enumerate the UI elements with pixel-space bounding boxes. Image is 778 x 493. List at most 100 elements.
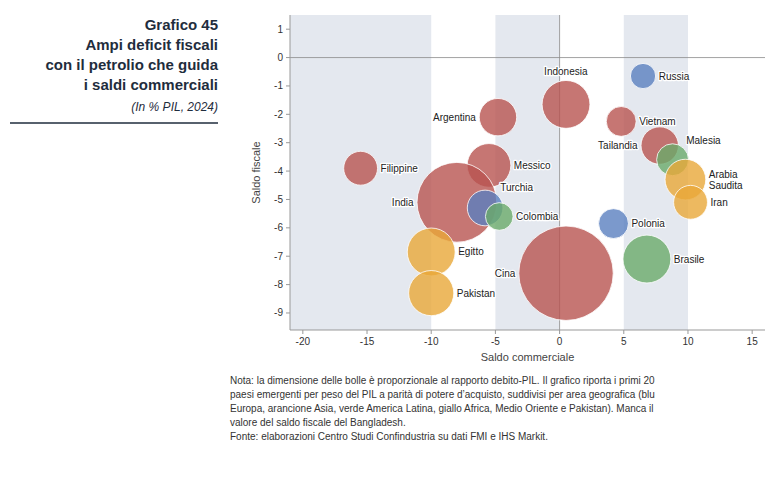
zero-line (290, 57, 765, 58)
point-label: Vietnam (639, 116, 676, 127)
point-label-line: Indonesia (544, 66, 588, 77)
point-label: Indonesia (544, 66, 588, 77)
y-axis-line (290, 15, 291, 330)
x-tick (687, 330, 688, 334)
title-line: Ampi deficit fiscali (85, 36, 218, 53)
x-axis-label: Saldo commerciale (481, 351, 575, 363)
point-label-line: Pakistan (457, 288, 495, 299)
axes: -20-15-10-5051015-9-8-7-6-5-4-3-2-101Sal… (250, 15, 765, 363)
point-label-line: Argentina (433, 112, 476, 123)
note: Fonte: elaborazioni Centro Studi Confind… (230, 431, 548, 442)
bubble (606, 106, 636, 136)
x-tick (559, 330, 560, 334)
point-label-line: Cina (495, 268, 516, 279)
point-label: Turchia (500, 182, 533, 193)
x-tick-label: 10 (682, 336, 694, 347)
y-tick (286, 114, 290, 115)
y-tick-label: -2 (274, 109, 283, 120)
bubble (630, 63, 655, 88)
y-tick (286, 284, 290, 285)
y-tick-label: 1 (277, 24, 283, 35)
bubble (519, 226, 613, 320)
title-line: Grafico 45 (145, 16, 218, 33)
note: Nota: la dimensione delle bolle è propor… (230, 375, 655, 386)
point-label-line: Polonia (631, 218, 665, 229)
point-label: Malesia (686, 135, 721, 146)
bubble (542, 80, 590, 128)
point-label-line: Iran (710, 197, 727, 208)
y-axis-label: Saldo fiscale (250, 141, 262, 203)
y-tick (286, 227, 290, 228)
title: Grafico 45 Ampi deficit fiscali con il pet… (45, 16, 218, 93)
plot-area (290, 15, 765, 330)
x-tick (623, 330, 624, 334)
x-tick-label: -20 (296, 336, 311, 347)
y-tick-label: -3 (274, 137, 283, 148)
title-line: i saldi commerciali (84, 76, 218, 93)
bubble (407, 228, 455, 276)
point-label-line: Saudita (709, 180, 743, 191)
y-tick-label: -4 (274, 166, 283, 177)
x-tick (367, 330, 368, 334)
point-label-line: Colombia (516, 211, 559, 222)
y-tick (286, 256, 290, 257)
point-label: Polonia (631, 218, 665, 229)
y-tick (286, 142, 290, 143)
point-label: Cina (495, 268, 516, 279)
note: paesi emergenti per peso del PIL a parit… (230, 389, 655, 400)
point-label: India (392, 197, 414, 208)
bubble (344, 151, 378, 185)
y-tick (286, 57, 290, 58)
y-tick (286, 312, 290, 313)
point-label-line: Brasile (674, 254, 705, 265)
note: Europa, arancione Asia, verde America La… (230, 403, 654, 414)
y-tick (286, 29, 290, 30)
chart: Grafico 45 Ampi deficit fiscali con il pet… (0, 0, 778, 493)
x-tick-label: -15 (360, 336, 375, 347)
point-label: Colombia (516, 211, 559, 222)
y-tick-label: -9 (274, 307, 283, 318)
bubble (485, 203, 513, 231)
y-tick-label: 0 (277, 52, 283, 63)
point-label-line: India (392, 197, 414, 208)
point-label-line: Filippine (381, 163, 419, 174)
x-tick (302, 330, 303, 334)
title-line: con il petrolio che guida (45, 56, 218, 73)
point-label: Iran (710, 197, 727, 208)
bubble (623, 235, 671, 283)
y-tick-label: -8 (274, 279, 283, 290)
y-tick-label: -5 (274, 194, 283, 205)
bubble (479, 98, 516, 135)
point-label-line: Arabia (709, 169, 738, 180)
point-label-line: Tailandia (598, 140, 638, 151)
bubble (409, 271, 454, 316)
x-tick-label: 5 (621, 336, 627, 347)
x-tick-label: 0 (557, 336, 563, 347)
y-tick-label: -7 (274, 251, 283, 262)
y-tick (286, 85, 290, 86)
background-band (290, 15, 431, 330)
point-label-line: Vietnam (639, 116, 676, 127)
note: valore del saldo fiscale del Bangladesh. (230, 417, 406, 428)
point-label: Russia (659, 71, 690, 82)
x-tick-label: -5 (491, 336, 500, 347)
y-tick (286, 199, 290, 200)
x-tick-label: -10 (424, 336, 439, 347)
x-tick (495, 330, 496, 334)
point-label: Egitto (458, 246, 484, 257)
subtitle: (In % PIL, 2024) (131, 100, 218, 114)
point-label: Tailandia (598, 140, 638, 151)
x-tick (752, 330, 753, 334)
point-label: Messico (514, 160, 551, 171)
x-tick-label: 15 (747, 336, 759, 347)
bubble (599, 209, 629, 239)
point-label-line: Malesia (686, 135, 721, 146)
point-label-line: Turchia (500, 182, 533, 193)
y-tick (286, 171, 290, 172)
point-label: Argentina (433, 112, 476, 123)
point-label-line: Egitto (458, 246, 484, 257)
point-label: ArabiaSaudita (709, 169, 743, 191)
point-label: Pakistan (457, 288, 495, 299)
point-label-line: Messico (514, 160, 551, 171)
bubble (674, 185, 708, 219)
